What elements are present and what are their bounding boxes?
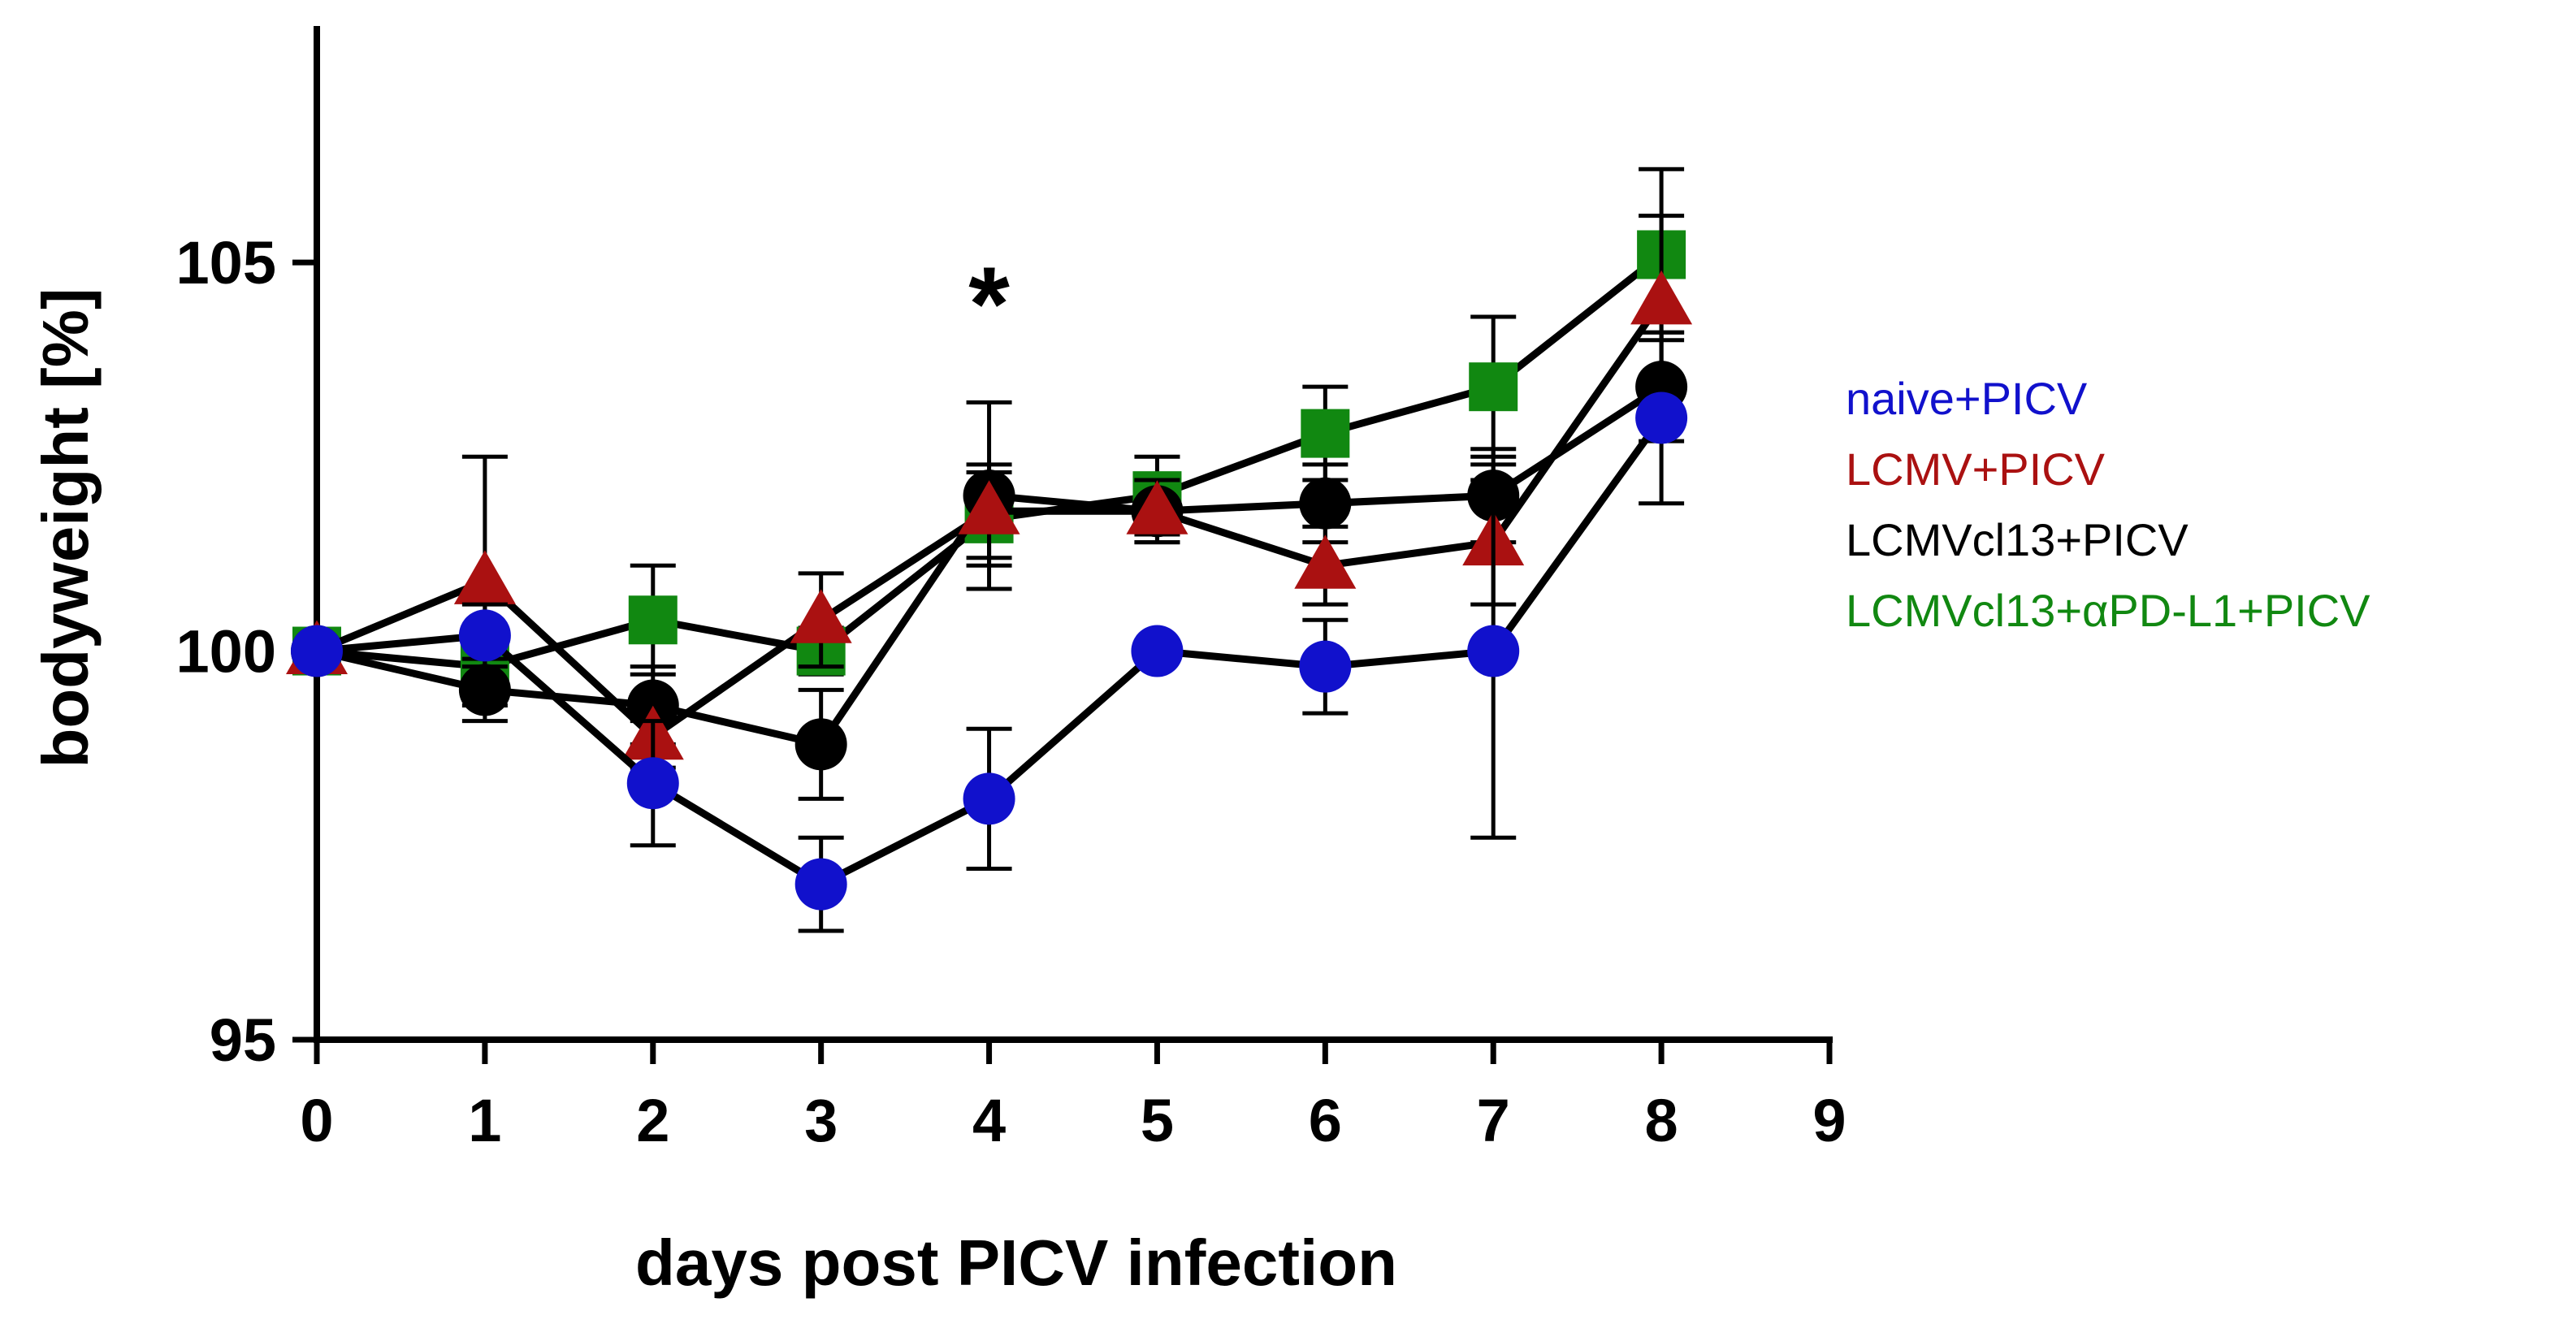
x-tick-label: 1 — [468, 1087, 501, 1154]
y-tick-label: 95 — [210, 1006, 276, 1074]
data-point — [1301, 409, 1350, 458]
data-point — [628, 595, 678, 645]
x-tick-label: 8 — [1645, 1087, 1678, 1154]
legend: naive+PICV LCMV+PICV LCMVcl13+PICV LCMVcl13… — [1846, 373, 2370, 636]
x-tick-label: 6 — [1309, 1087, 1342, 1154]
data-point — [453, 550, 516, 604]
annotation-layer: * — [968, 244, 1010, 363]
axes: 0 1 2 3 4 5 6 7 8 9 95 100 105 days post PICV infecti… — [29, 26, 1846, 1299]
data-point — [1630, 270, 1693, 325]
legend-entry: LCMVcl13+PICV — [1846, 514, 2189, 565]
data-point — [958, 480, 1020, 534]
data-point — [291, 625, 343, 677]
x-tick-label: 9 — [1812, 1087, 1846, 1154]
legend-entry: naive+PICV — [1846, 373, 2088, 424]
data-point — [794, 858, 847, 911]
x-tick-label: 5 — [1141, 1087, 1174, 1154]
significance-asterisk: * — [968, 244, 1010, 363]
y-tick-label: 105 — [176, 229, 276, 296]
data-point — [790, 589, 852, 643]
data-point — [1294, 534, 1357, 589]
data-point — [1299, 477, 1352, 530]
data-point — [1126, 480, 1188, 534]
data-point — [1299, 640, 1352, 693]
x-axis-title: days post PICV infection — [635, 1227, 1397, 1299]
x-tick-label: 3 — [804, 1087, 838, 1154]
x-tick-label: 4 — [972, 1087, 1006, 1154]
data-point — [1467, 625, 1520, 677]
data-point — [626, 757, 679, 810]
data-point — [1635, 392, 1688, 444]
legend-entry: LCMV+PICV — [1846, 443, 2106, 495]
x-tick-label: 7 — [1477, 1087, 1510, 1154]
data-point — [1469, 362, 1518, 412]
series-layer — [286, 167, 1693, 933]
legend-entry: LCMVcl13+αPD-L1+PICV — [1846, 585, 2370, 636]
y-tick-label: 100 — [176, 618, 276, 686]
data-point — [963, 772, 1015, 825]
data-point — [458, 609, 511, 662]
x-tick-label: 0 — [300, 1087, 333, 1154]
series-naive+PICV — [291, 330, 1688, 933]
data-point — [1131, 625, 1184, 677]
x-tick-label: 2 — [636, 1087, 669, 1154]
data-point — [794, 718, 847, 771]
y-axis-title: bodyweight [%] — [29, 288, 102, 768]
